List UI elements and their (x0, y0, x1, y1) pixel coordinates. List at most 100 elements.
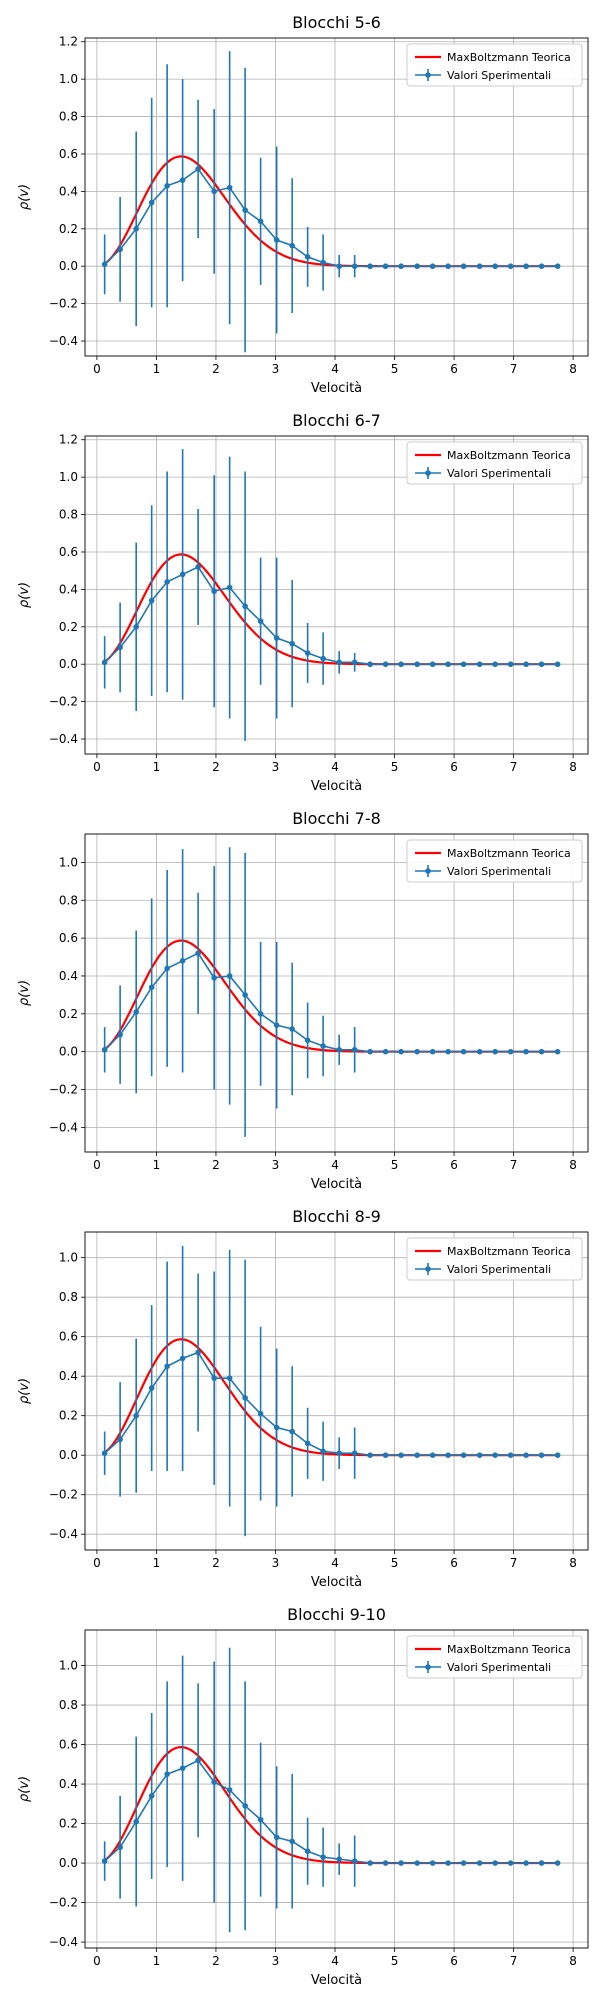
data-point (289, 1026, 295, 1032)
data-point (398, 661, 404, 668)
data-point (382, 1860, 389, 1866)
y-tick-label: 1.0 (59, 1251, 78, 1265)
data-point (133, 1412, 139, 1419)
data-point (507, 263, 514, 270)
y-tick-label: 0.6 (59, 147, 78, 161)
data-point (164, 1771, 170, 1777)
plot-area (101, 1647, 561, 1933)
x-tick-label: 6 (450, 1556, 458, 1570)
data-point (304, 254, 311, 260)
data-point (179, 1765, 186, 1772)
data-point (257, 618, 264, 624)
data-point (367, 1048, 373, 1055)
data-point (336, 263, 342, 270)
y-tick-label: −0.2 (49, 297, 78, 311)
y-tick-label: 0.8 (59, 1698, 78, 1712)
data-point (398, 1048, 404, 1055)
legend-label-data: Valori Sperimentali (447, 467, 551, 480)
data-point (101, 1858, 108, 1864)
x-tick-label: 3 (272, 1954, 280, 1968)
data-point (476, 1452, 483, 1458)
axes-frame (84, 1629, 589, 1949)
y-tick-label: 0.6 (59, 931, 78, 945)
x-tick-label: 7 (510, 1954, 518, 1968)
data-point (476, 263, 483, 270)
legend: MaxBoltzmann Teorica Valori Sperimentali (406, 839, 583, 883)
data-point (382, 1452, 389, 1458)
data-point (523, 1860, 529, 1866)
x-tick-label: 0 (93, 1158, 101, 1172)
data-point (429, 1452, 436, 1458)
x-tick-label: 3 (272, 1556, 280, 1570)
chart-panel: Blocchi 8-9 0 1 2 3 4 5 6 7 8 −0.4 −0.2 0.0 0.2 0.4 0.6… (17, 1207, 589, 1590)
y-tick-label: 0.2 (59, 1817, 78, 1831)
data-point (320, 655, 326, 662)
data-point (289, 1838, 295, 1845)
data-point (554, 1860, 561, 1866)
x-tick-label: 7 (510, 1556, 518, 1570)
data-point (226, 584, 233, 591)
data-point (133, 226, 139, 232)
x-tick-label: 8 (569, 362, 577, 376)
data-point (211, 188, 217, 195)
data-point (476, 1860, 483, 1866)
legend: MaxBoltzmann Teorica Valori Sperimentali (406, 43, 583, 87)
data-point (523, 263, 529, 270)
x-tick-label: 2 (212, 362, 220, 376)
data-point (414, 263, 420, 270)
data-point (117, 1436, 123, 1443)
y-tick-label: 0.4 (59, 1369, 78, 1383)
y-tick-label: −0.2 (49, 1488, 78, 1502)
x-axis-label: Velocità (311, 1177, 362, 1192)
y-tick-label: −0.2 (49, 1896, 78, 1910)
x-tick-label: 7 (510, 760, 518, 774)
data-point (242, 207, 248, 213)
legend-label-theory: MaxBoltzmann Teorica (447, 1643, 571, 1656)
data-point (460, 661, 467, 668)
x-tick-label: 1 (153, 1954, 161, 1968)
chart-panel: Blocchi 6-7 0 1 2 3 4 5 6 7 8 −0.4 −0.2 0.0 0.2 0.4 0.6… (17, 411, 589, 794)
data-point (398, 263, 404, 270)
y-axis-label: ρ(v) (17, 1776, 32, 1802)
data-point (460, 1452, 467, 1458)
data-point (492, 661, 498, 668)
data-point (351, 1450, 358, 1457)
data-point (242, 992, 248, 998)
y-tick-label: −0.2 (49, 1083, 78, 1097)
x-tick-label: 3 (272, 1158, 280, 1172)
x-tick-label: 0 (93, 362, 101, 376)
data-point (304, 1037, 311, 1044)
legend-label-theory: MaxBoltzmann Teorica (447, 449, 571, 462)
data-point (382, 661, 389, 668)
data-point (351, 659, 358, 666)
chart-title: Blocchi 6-7 (292, 411, 381, 430)
data-point (507, 1048, 514, 1055)
data-point (429, 1860, 436, 1866)
data-point (507, 1452, 514, 1458)
data-point (289, 242, 295, 249)
y-tick-label: −0.4 (49, 1120, 78, 1134)
data-point (226, 973, 233, 979)
y-tick-label: 0.8 (59, 508, 78, 522)
chart-title: Blocchi 8-9 (292, 1207, 381, 1226)
theory-curve (103, 939, 558, 1053)
data-point (257, 218, 264, 225)
data-point (101, 659, 108, 666)
data-point (273, 237, 280, 243)
data-point (538, 661, 545, 668)
data-point (195, 950, 201, 957)
x-tick-label: 5 (391, 760, 399, 774)
legend-box (406, 839, 583, 883)
data-point (242, 603, 248, 610)
legend-swatch-marker (425, 72, 431, 78)
data-point (101, 1450, 108, 1457)
data-point (195, 166, 201, 172)
x-tick-label: 6 (450, 760, 458, 774)
data-point (148, 984, 155, 991)
data-point (492, 1860, 498, 1866)
data-point (133, 1009, 139, 1015)
data-point (101, 1046, 108, 1053)
data-point (460, 1048, 467, 1055)
y-tick-label: 1.2 (59, 35, 78, 49)
data-point (445, 1048, 451, 1055)
